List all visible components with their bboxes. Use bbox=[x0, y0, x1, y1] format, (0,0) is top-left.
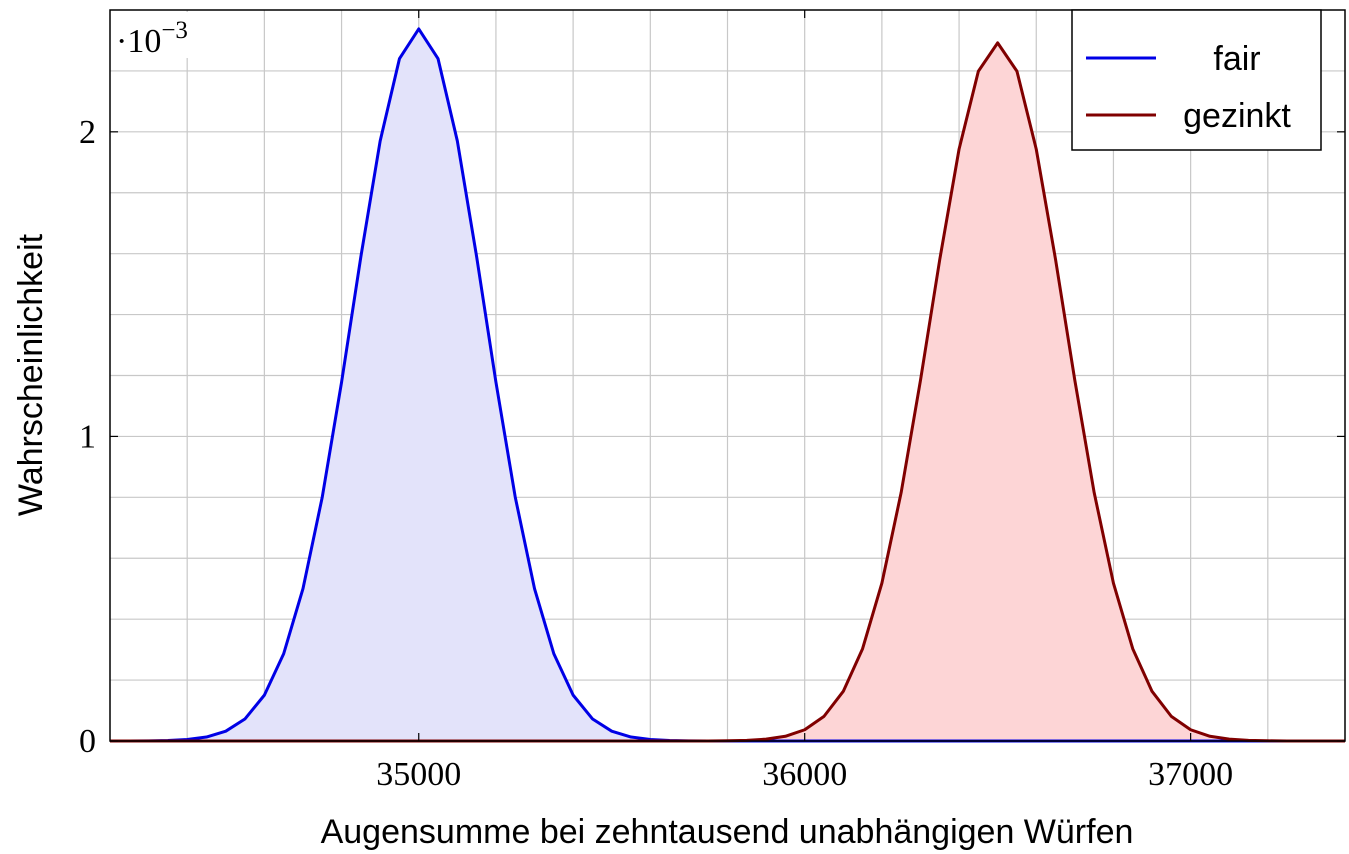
plot-frame bbox=[109, 9, 1346, 742]
x-tick-label: 35000 bbox=[376, 756, 461, 793]
legend: fair gezinkt bbox=[1071, 9, 1322, 151]
x-tick-label: 36000 bbox=[762, 756, 847, 793]
y-axis-label: Wahrscheinlichkeit bbox=[12, 233, 50, 516]
y-scale-base: ·10 bbox=[116, 23, 161, 60]
legend-box bbox=[1071, 9, 1322, 151]
x-tick-label: 37000 bbox=[1148, 756, 1233, 793]
legend-label: fair bbox=[1213, 40, 1260, 78]
y-tick-label: 0 bbox=[79, 723, 96, 760]
area-fill bbox=[110, 42, 1345, 741]
y-tick-label: 1 bbox=[79, 418, 96, 455]
scale-label-bg bbox=[112, 12, 220, 58]
y-tick-label: 2 bbox=[79, 114, 96, 151]
legend-label: gezinkt bbox=[1183, 97, 1291, 135]
area-fill bbox=[110, 28, 1345, 741]
y-scale-exponent: −3 bbox=[161, 17, 188, 44]
x-axis-label: Augensumme bei zehntausend unabhängigen … bbox=[321, 813, 1134, 851]
y-scale-label: ·10−3 bbox=[116, 17, 188, 60]
